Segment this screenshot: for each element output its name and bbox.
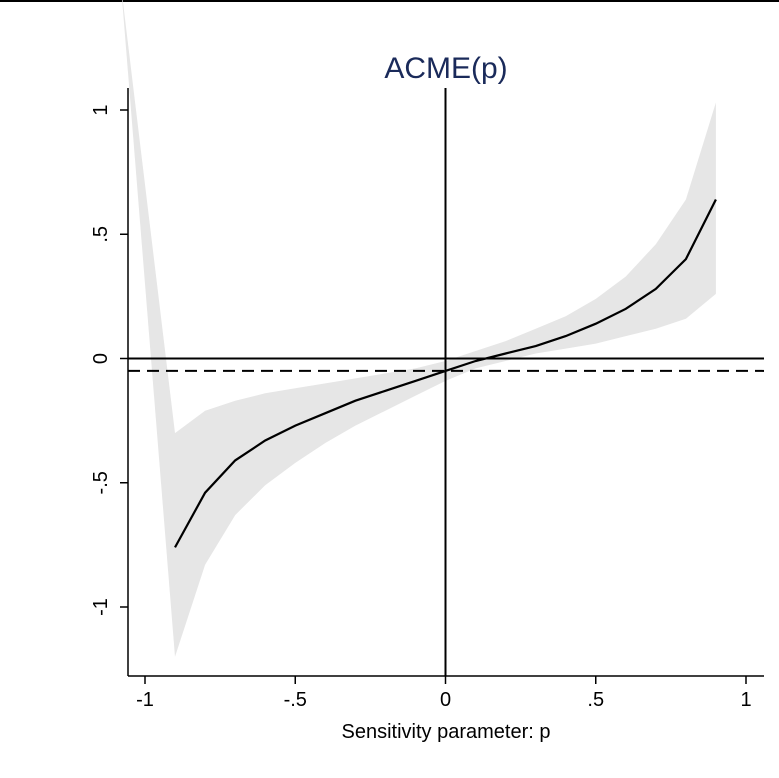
plot-area — [122, 0, 764, 676]
y-axis-ticks: -1 -.5 0 .5 1 — [90, 104, 128, 616]
x-axis-ticks: -1 -.5 0 .5 1 — [136, 676, 752, 711]
x-axis-title: Sensitivity parameter: p — [342, 721, 551, 743]
y-tick-label: -.5 — [90, 471, 112, 494]
y-tick-label: 0 — [90, 353, 112, 364]
x-tick-label: 0 — [440, 689, 451, 711]
y-tick-label: 1 — [90, 104, 112, 115]
y-tick-label: .5 — [90, 226, 112, 243]
x-tick-label: -1 — [136, 689, 154, 711]
confidence-band — [122, 0, 716, 657]
acme-line — [174, 199, 717, 548]
x-tick-label: 1 — [740, 689, 751, 711]
chart-title: ACME(p) — [384, 52, 507, 85]
x-tick-label: .5 — [587, 689, 604, 711]
x-tick-label: -.5 — [284, 689, 307, 711]
y-tick-label: -1 — [90, 598, 112, 616]
